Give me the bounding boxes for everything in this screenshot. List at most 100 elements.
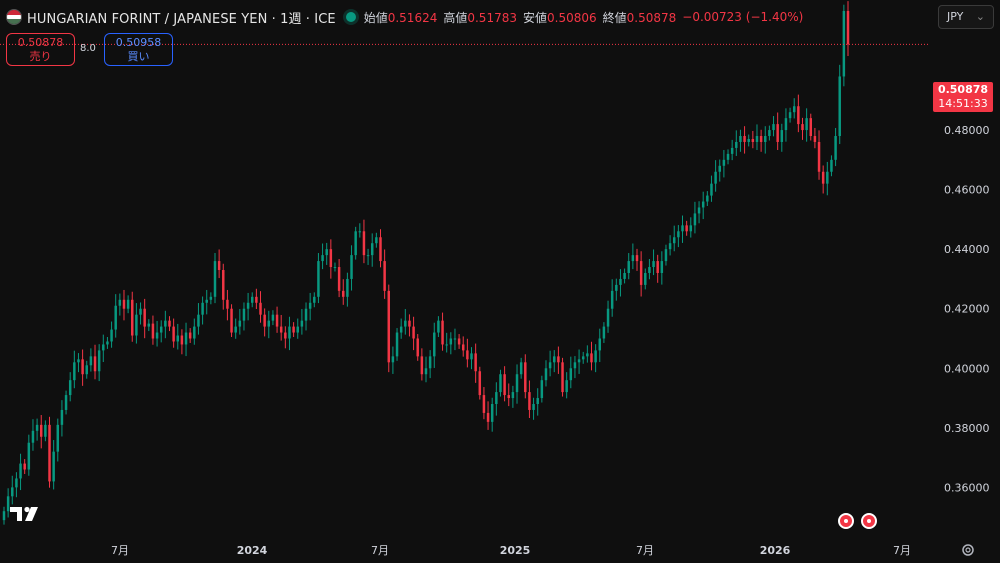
buy-button[interactable]: 0.50958 買い [104,33,173,66]
candle-body [420,356,424,375]
x-tick-label: 2026 [760,544,791,557]
candle-body [317,261,320,297]
candle-body [664,249,668,262]
candle-body [155,332,159,339]
current-price: 0.50878 [937,83,989,96]
candle-body [602,326,606,339]
candle-body [184,332,188,345]
candle-body [2,511,6,521]
candle-body [387,290,391,363]
candle-body [437,320,440,333]
candle-body [813,136,817,142]
candle-body [726,153,730,160]
candle-body [788,112,792,119]
currency-selector[interactable]: JPY ⌄ [938,5,994,29]
candle-body [246,302,250,309]
event-marker-icon[interactable] [838,513,854,529]
candle-body [656,261,659,273]
candle-body [180,335,184,345]
candle-body [755,136,759,142]
candle-body [581,356,585,360]
candle-body [56,424,60,452]
candle-body [11,487,14,497]
candle-body [606,308,610,327]
high-value: 0.51783 [467,10,517,25]
ohlc-low: 安値0.50806 [523,9,597,26]
current-price-label: 0.50878 14:51:33 [933,82,993,112]
currency-value: JPY [947,10,964,23]
x-tick-label: 7月 [893,544,911,557]
candle-body [495,392,498,405]
candle-body [619,278,622,285]
candle-body [64,395,68,410]
x-tick-label: 2025 [500,544,531,557]
candle-body [797,106,800,125]
candle-body [205,299,208,303]
candle-body [106,341,109,345]
candle-body [466,350,469,360]
candle-body [164,320,167,327]
y-tick-label: 0.44000 [944,243,990,256]
candle-body [739,136,742,142]
candle-body [846,10,850,45]
candle-body [528,392,531,410]
candle-body [573,362,577,369]
candle-body [747,138,750,142]
candle-body [135,314,138,336]
candle-body [792,106,796,113]
candle-body [412,326,415,339]
candle-body [631,255,635,262]
candle-body [44,424,47,437]
candle-body [735,141,738,148]
candle-body [139,308,142,315]
candle-body [830,159,833,172]
candlestick-series [2,1,850,525]
tradingview-logo-icon[interactable] [10,505,42,523]
candle-body [693,213,697,226]
chevron-down-icon: ⌄ [975,10,985,23]
candle-body [197,314,200,327]
candle-body [453,338,457,340]
sell-button[interactable]: 0.50878 売り [6,33,75,66]
candle-body [52,451,55,482]
low-label: 安値 [522,10,547,25]
candle-body [759,136,763,142]
candle-body [565,380,568,393]
candle-body [313,296,316,303]
candle-body [764,136,767,142]
symbol-title[interactable]: HUNGARIAN FORINT / JAPANESE YEN · 1週 · I… [27,11,336,27]
candle-body [213,261,217,297]
candle-body [623,272,626,279]
gear-icon[interactable] [961,543,975,557]
candle-body [743,136,746,142]
candle-body [710,183,713,196]
change-value: −0.00723 (−1.40%) [682,10,804,24]
candle-body [627,261,630,273]
candle-body [784,118,788,131]
candle-body [77,359,80,363]
candle-body [375,237,378,244]
time-axis[interactable]: 7月 2024 7月 2025 7月 2026 7月 [111,544,911,557]
close-value: 0.50878 [626,10,677,25]
candle-body [569,368,573,381]
candle-body [834,136,837,160]
candle-body [35,424,39,431]
candle-body [433,332,436,357]
candle-body [445,344,448,346]
candle-body [701,201,705,208]
candle-body [60,409,64,425]
event-marker-icon[interactable] [861,513,877,529]
candle-body [697,207,701,214]
candle-body [217,261,221,271]
candle-body [308,302,312,309]
low-value: 0.50806 [547,10,597,25]
price-axis[interactable]: 0.36000 0.38000 0.40000 0.42000 0.44000 0.460… [944,5,990,494]
candle-body [358,231,362,233]
candle-body [470,353,473,360]
candle-body [15,478,18,488]
x-tick-label: 7月 [636,544,654,557]
candle-body [259,302,262,315]
y-tick-label: 0.42000 [944,303,990,316]
candle-body [652,261,655,268]
